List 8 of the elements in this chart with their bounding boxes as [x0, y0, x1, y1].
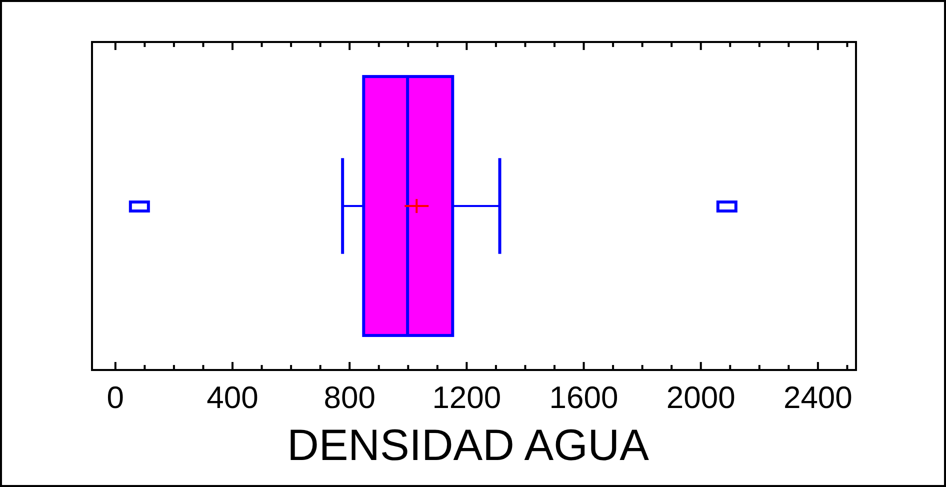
x-tick-label: 0	[106, 380, 124, 415]
x-tick-label: 2000	[666, 380, 736, 415]
x-tick-label: 1200	[432, 380, 502, 415]
x-tick-label: 2400	[783, 380, 852, 415]
x-tick-label: 400	[206, 380, 258, 415]
x-tick-label: 1600	[549, 380, 618, 415]
x-axis-title: DENSIDAD AGUA	[287, 421, 650, 470]
x-tick-label: 800	[324, 380, 376, 415]
